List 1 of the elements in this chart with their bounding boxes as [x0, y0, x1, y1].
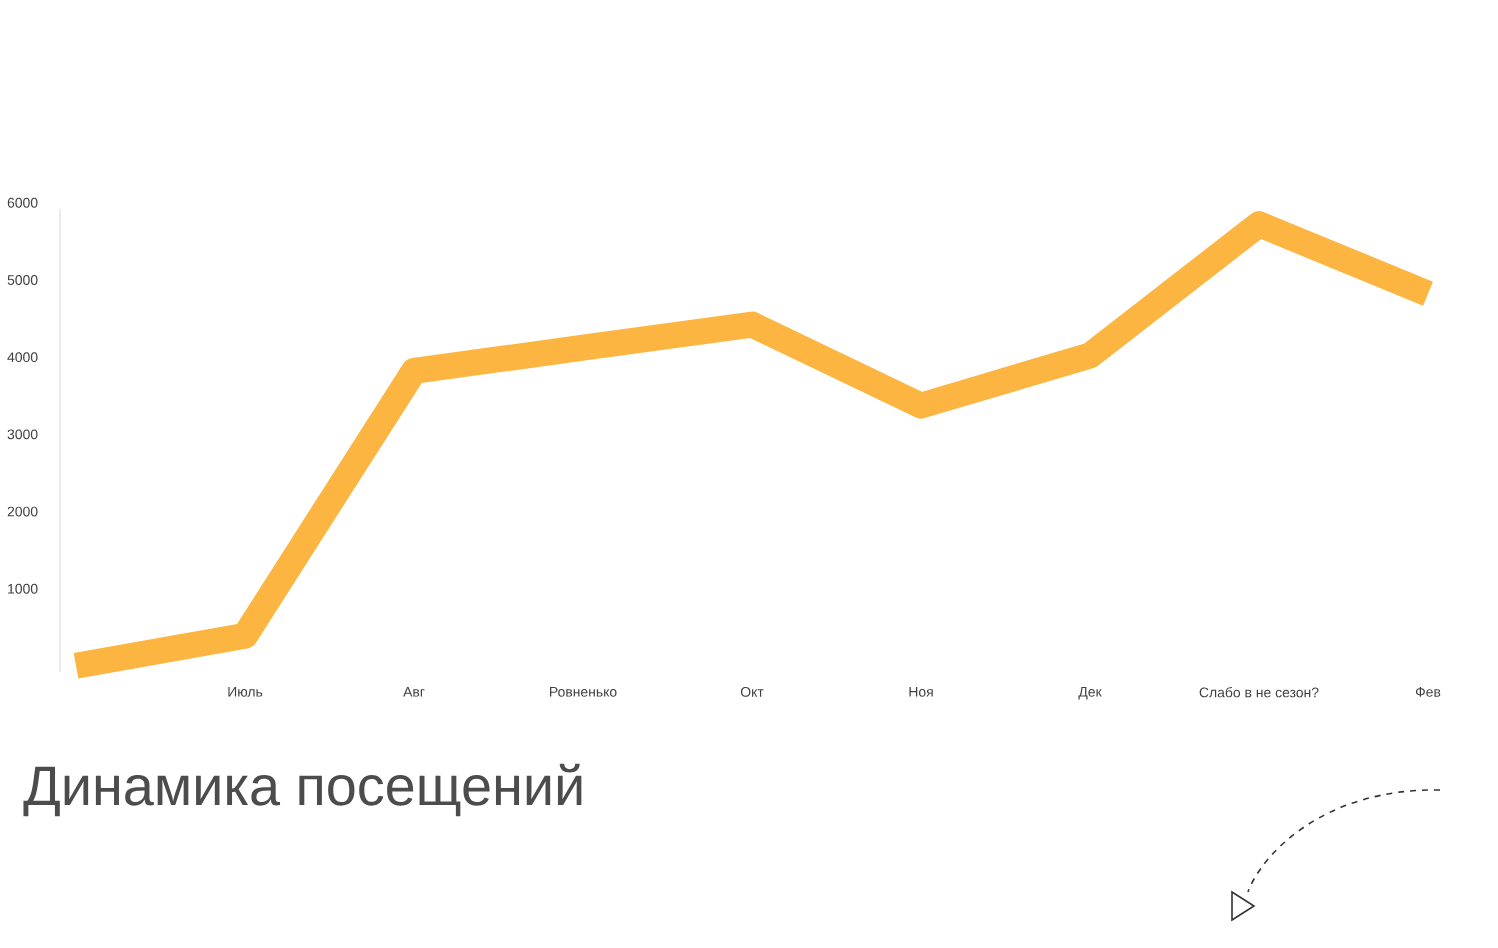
text: Динамика посещений: [23, 763, 582, 817]
